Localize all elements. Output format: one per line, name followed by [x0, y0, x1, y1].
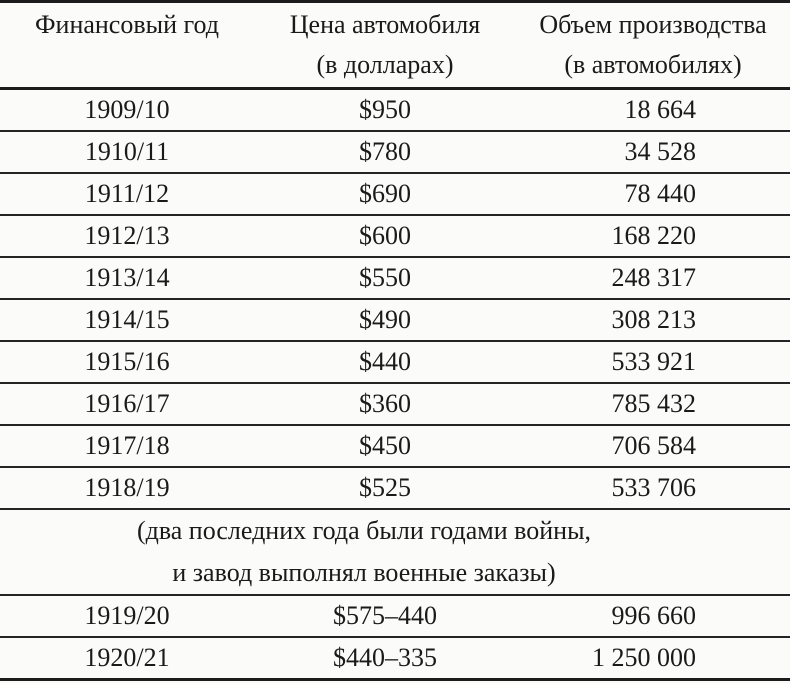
header-car-price: Цена автомобиля (в долларах) — [254, 1, 516, 90]
fiscal-year-cell: 1910/11 — [0, 130, 254, 173]
war-years-note-row: (два последних года были годами войны, и… — [0, 508, 790, 595]
fiscal-year-cell: 1913/14 — [0, 256, 254, 299]
table-row: 1911/12 $690 78 440 — [0, 172, 790, 215]
volume-cell: 18 664 — [624, 95, 697, 124]
header-production-volume-line1: Объем производства — [539, 10, 767, 39]
table-row: 1909/10 $950 18 664 — [0, 89, 790, 132]
fiscal-year-cell: 1915/16 — [0, 340, 254, 383]
table-row: 1910/11 $780 34 528 — [0, 130, 790, 173]
header-production-volume: Объем производства (в автомобилях) — [516, 1, 790, 90]
fiscal-year-cell: 1918/19 — [0, 466, 254, 509]
volume-cell: 533 921 — [516, 340, 790, 383]
volume-cell: 248 317 — [516, 256, 790, 299]
table-row: 1916/17 $360 785 432 — [0, 382, 790, 425]
volume-cell: 78 440 — [516, 172, 790, 215]
price-cell: $575–440 — [254, 594, 516, 637]
volume-cell: 996 660 — [516, 594, 790, 637]
price-cell: $950 — [359, 95, 411, 124]
table-row: 1919/20 $575–440 996 660 — [0, 594, 790, 637]
table-row: 1913/14 $550 248 317 — [0, 256, 790, 299]
price-cell: $780 — [254, 130, 516, 173]
header-fiscal-year: Финансовый год — [0, 1, 254, 90]
fiscal-year-cell: 1917/18 — [0, 424, 254, 467]
table-row: 1912/13 $600 168 220 — [0, 214, 790, 257]
price-cell: $360 — [254, 382, 516, 425]
table-row: 1915/16 $440 533 921 — [0, 340, 790, 383]
table-row: 1917/18 $450 706 584 — [0, 424, 790, 467]
fiscal-year-cell: 1916/17 — [0, 382, 254, 425]
volume-cell: 785 432 — [516, 382, 790, 425]
volume-cell: 308 213 — [516, 298, 790, 341]
price-cell: $550 — [254, 256, 516, 299]
fiscal-year-cell: 1911/12 — [0, 172, 254, 215]
header-fiscal-year-line1: Финансовый год — [34, 10, 220, 39]
fiscal-year-cell: 1914/15 — [0, 298, 254, 341]
price-cell: $525 — [254, 466, 516, 509]
table-row: 1920/21 $440–335 1 250 000 — [0, 636, 790, 680]
price-cell: $600 — [254, 214, 516, 257]
price-cell: $490 — [254, 298, 516, 341]
table-row: 1918/19 $525 533 706 — [0, 466, 790, 509]
table-body: 1909/10 $950 18 664 1910/11 $780 34 528 … — [0, 89, 790, 680]
volume-cell: 168 220 — [516, 214, 790, 257]
fiscal-year-cell: 1912/13 — [0, 214, 254, 257]
price-cell: $450 — [254, 424, 516, 467]
header-car-price-line1: Цена автомобиля — [289, 10, 481, 39]
header-production-volume-line2: (в автомобилях) — [564, 50, 742, 79]
war-years-note: (два последних года были годами войны, и… — [0, 508, 790, 595]
price-cell: $690 — [254, 172, 516, 215]
price-cell: $440–335 — [254, 636, 516, 680]
fiscal-year-cell: 1920/21 — [0, 636, 254, 680]
volume-cell: 533 706 — [516, 466, 790, 509]
war-years-note-line2: и завод выполнял военные заказы) — [172, 558, 556, 587]
header-row: Финансовый год Цена автомобиля (в доллар… — [0, 1, 790, 90]
fiscal-year-cell: 1909/10 — [84, 95, 170, 124]
volume-cell: 34 528 — [516, 130, 790, 173]
header-car-price-line2: (в долларах) — [316, 50, 454, 79]
war-years-note-line1: (два последних года были годами войны, — [136, 516, 592, 545]
table-header: Финансовый год Цена автомобиля (в доллар… — [0, 1, 790, 90]
table-row: 1914/15 $490 308 213 — [0, 298, 790, 341]
fiscal-year-cell: 1919/20 — [0, 594, 254, 637]
price-cell: $440 — [254, 340, 516, 383]
volume-cell: 706 584 — [516, 424, 790, 467]
volume-cell: 1 250 000 — [516, 636, 790, 680]
